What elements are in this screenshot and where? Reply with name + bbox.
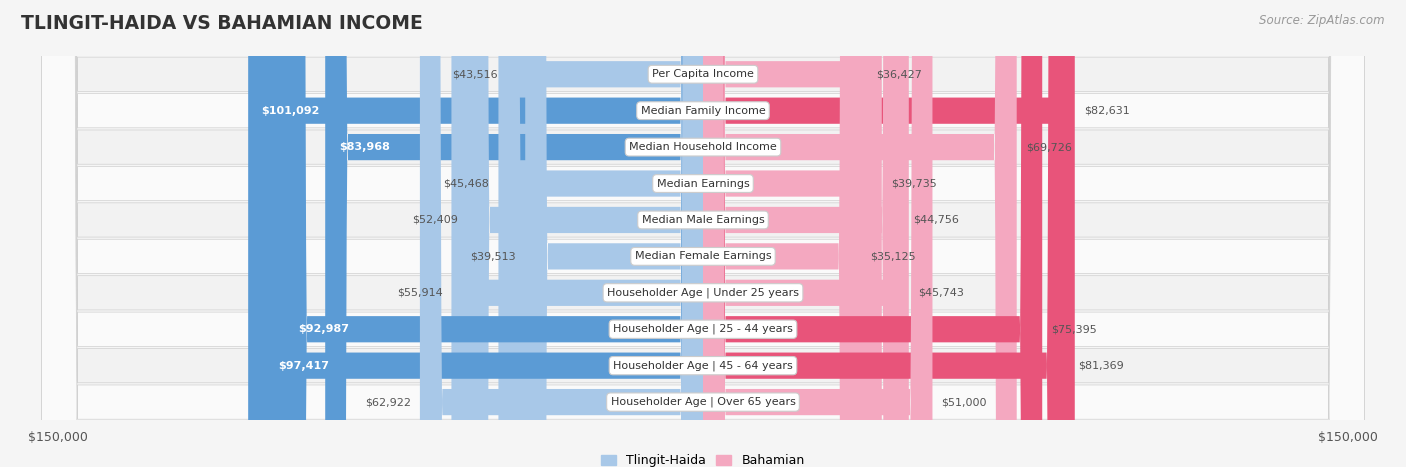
- Text: $36,427: $36,427: [876, 69, 922, 79]
- FancyBboxPatch shape: [703, 0, 1069, 467]
- FancyBboxPatch shape: [703, 0, 882, 467]
- FancyBboxPatch shape: [42, 0, 1364, 467]
- FancyBboxPatch shape: [42, 0, 1364, 467]
- FancyBboxPatch shape: [703, 0, 908, 467]
- FancyBboxPatch shape: [42, 0, 1364, 467]
- Text: Median Family Income: Median Family Income: [641, 106, 765, 116]
- FancyBboxPatch shape: [703, 0, 860, 467]
- Text: Householder Age | 45 - 64 years: Householder Age | 45 - 64 years: [613, 361, 793, 371]
- Text: Householder Age | 25 - 44 years: Householder Age | 25 - 44 years: [613, 324, 793, 334]
- FancyBboxPatch shape: [526, 0, 703, 467]
- Text: Median Female Earnings: Median Female Earnings: [634, 251, 772, 262]
- Legend: Tlingit-Haida, Bahamian: Tlingit-Haida, Bahamian: [596, 449, 810, 467]
- Text: Median Household Income: Median Household Income: [628, 142, 778, 152]
- Text: Median Male Earnings: Median Male Earnings: [641, 215, 765, 225]
- FancyBboxPatch shape: [42, 0, 1364, 467]
- Text: Median Earnings: Median Earnings: [657, 178, 749, 189]
- FancyBboxPatch shape: [42, 0, 1364, 467]
- Text: $101,092: $101,092: [262, 106, 321, 116]
- Text: Householder Age | Under 25 years: Householder Age | Under 25 years: [607, 288, 799, 298]
- Text: $45,743: $45,743: [918, 288, 963, 298]
- Text: $52,409: $52,409: [412, 215, 458, 225]
- Text: $97,417: $97,417: [278, 361, 329, 371]
- Text: Householder Age | Over 65 years: Householder Age | Over 65 years: [610, 397, 796, 407]
- FancyBboxPatch shape: [325, 0, 703, 467]
- Text: $69,726: $69,726: [1026, 142, 1071, 152]
- Text: Source: ZipAtlas.com: Source: ZipAtlas.com: [1260, 14, 1385, 27]
- Text: $43,516: $43,516: [453, 69, 498, 79]
- FancyBboxPatch shape: [703, 0, 932, 467]
- FancyBboxPatch shape: [284, 0, 703, 467]
- Text: $81,369: $81,369: [1078, 361, 1123, 371]
- FancyBboxPatch shape: [703, 0, 904, 467]
- FancyBboxPatch shape: [467, 0, 703, 467]
- Text: $62,922: $62,922: [366, 397, 411, 407]
- Text: $44,756: $44,756: [914, 215, 959, 225]
- FancyBboxPatch shape: [703, 0, 1074, 467]
- FancyBboxPatch shape: [42, 0, 1364, 467]
- Text: $150,000: $150,000: [28, 431, 89, 444]
- FancyBboxPatch shape: [264, 0, 703, 467]
- Text: $82,631: $82,631: [1084, 106, 1129, 116]
- FancyBboxPatch shape: [249, 0, 703, 467]
- FancyBboxPatch shape: [499, 0, 703, 467]
- Text: $39,513: $39,513: [471, 251, 516, 262]
- Text: $83,968: $83,968: [339, 142, 389, 152]
- Text: $150,000: $150,000: [1317, 431, 1378, 444]
- Text: $92,987: $92,987: [298, 324, 349, 334]
- FancyBboxPatch shape: [42, 0, 1364, 467]
- Text: $55,914: $55,914: [396, 288, 443, 298]
- FancyBboxPatch shape: [42, 0, 1364, 467]
- FancyBboxPatch shape: [420, 0, 703, 467]
- Text: Per Capita Income: Per Capita Income: [652, 69, 754, 79]
- Text: TLINGIT-HAIDA VS BAHAMIAN INCOME: TLINGIT-HAIDA VS BAHAMIAN INCOME: [21, 14, 423, 33]
- Text: $51,000: $51,000: [942, 397, 987, 407]
- FancyBboxPatch shape: [703, 0, 868, 467]
- FancyBboxPatch shape: [703, 0, 1042, 467]
- Text: $39,735: $39,735: [891, 178, 936, 189]
- Text: $45,468: $45,468: [443, 178, 489, 189]
- FancyBboxPatch shape: [508, 0, 703, 467]
- Text: $35,125: $35,125: [870, 251, 915, 262]
- FancyBboxPatch shape: [703, 0, 1017, 467]
- Text: $75,395: $75,395: [1052, 324, 1097, 334]
- FancyBboxPatch shape: [451, 0, 703, 467]
- FancyBboxPatch shape: [42, 0, 1364, 467]
- FancyBboxPatch shape: [42, 0, 1364, 467]
